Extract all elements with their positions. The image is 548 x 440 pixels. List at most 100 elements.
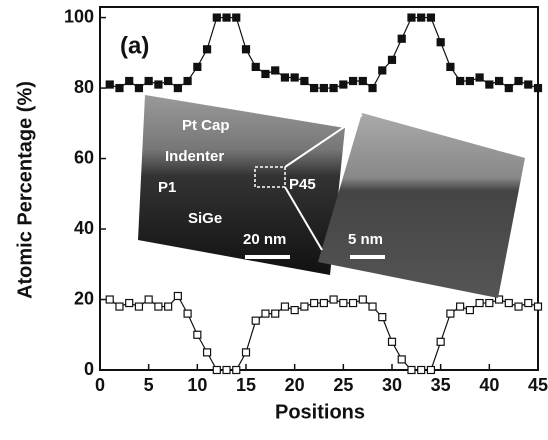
x-tick-label: 45 (528, 375, 548, 395)
data-point (281, 303, 288, 310)
data-point (476, 300, 483, 307)
data-point (447, 63, 454, 70)
data-point (379, 314, 386, 321)
data-point (126, 78, 133, 85)
inset-label: P1 (158, 179, 176, 196)
y-tick-label: 60 (74, 147, 94, 167)
data-point (252, 317, 259, 324)
data-point (369, 303, 376, 310)
data-point (165, 303, 172, 310)
x-tick-label: 15 (236, 375, 256, 395)
data-point (126, 300, 133, 307)
data-point (262, 310, 269, 317)
data-point (350, 300, 357, 307)
data-point (116, 85, 123, 92)
data-point (106, 81, 113, 88)
data-point (350, 78, 357, 85)
x-tick-label: 5 (144, 375, 154, 395)
data-point (262, 70, 269, 77)
data-point (320, 85, 327, 92)
data-point (525, 81, 532, 88)
data-point (457, 303, 464, 310)
data-point (145, 78, 152, 85)
data-point (155, 81, 162, 88)
scale-label: 5 nm (348, 231, 383, 248)
y-tick-label: 80 (74, 77, 94, 97)
data-point (486, 81, 493, 88)
data-point (291, 74, 298, 81)
data-point (466, 307, 473, 314)
data-point (330, 85, 337, 92)
data-point (427, 367, 434, 374)
inset-label: P45 (289, 176, 316, 193)
data-point (184, 310, 191, 317)
data-point (252, 63, 259, 70)
data-point (437, 39, 444, 46)
data-point (398, 356, 405, 363)
x-axis-title: Positions (275, 401, 365, 423)
data-point (311, 300, 318, 307)
data-point (525, 300, 532, 307)
x-tick-label: 10 (187, 375, 207, 395)
data-point (515, 303, 522, 310)
data-point (340, 300, 347, 307)
data-point (359, 78, 366, 85)
x-tick-label: 0 (95, 375, 105, 395)
data-point (174, 292, 181, 299)
data-point (301, 303, 308, 310)
data-point (340, 81, 347, 88)
data-point (145, 296, 152, 303)
data-point (135, 85, 142, 92)
y-tick-label: 100 (64, 6, 94, 26)
data-point (165, 78, 172, 85)
data-point (486, 300, 493, 307)
data-point (174, 85, 181, 92)
data-point (447, 310, 454, 317)
data-point (408, 14, 415, 21)
data-point (301, 78, 308, 85)
data-point (204, 46, 211, 53)
data-point (408, 367, 415, 374)
data-point (223, 14, 230, 21)
data-point (184, 78, 191, 85)
y-axis-title: Atomic Percentage (%) (14, 81, 36, 299)
data-point (155, 303, 162, 310)
data-point (505, 300, 512, 307)
data-point (515, 78, 522, 85)
panel-label: (a) (120, 32, 149, 59)
data-point (398, 35, 405, 42)
data-point (535, 303, 542, 310)
data-point (505, 85, 512, 92)
chart: 051015202530354045020406080100 (a) Pt Ca… (0, 0, 548, 435)
data-point (135, 303, 142, 310)
y-tick-label: 20 (74, 288, 94, 308)
data-point (359, 296, 366, 303)
data-point (116, 303, 123, 310)
data-point (418, 367, 425, 374)
data-point (535, 85, 542, 92)
data-point (243, 46, 250, 53)
data-point (418, 14, 425, 21)
data-point (106, 296, 113, 303)
scale-label: 20 nm (243, 231, 286, 248)
data-point (311, 85, 318, 92)
data-point (194, 331, 201, 338)
data-point (233, 14, 240, 21)
y-tick-label: 40 (74, 218, 94, 238)
data-point (379, 67, 386, 74)
data-point (243, 349, 250, 356)
data-point (437, 338, 444, 345)
inset-label: Indenter (165, 148, 224, 165)
data-point (233, 367, 240, 374)
data-point (320, 300, 327, 307)
data-point (427, 14, 434, 21)
data-point (457, 78, 464, 85)
data-point (369, 85, 376, 92)
data-point (281, 74, 288, 81)
inset-right (318, 113, 525, 298)
data-point (291, 307, 298, 314)
data-point (272, 67, 279, 74)
data-point (389, 338, 396, 345)
x-tick-label: 25 (333, 375, 353, 395)
data-point (272, 310, 279, 317)
